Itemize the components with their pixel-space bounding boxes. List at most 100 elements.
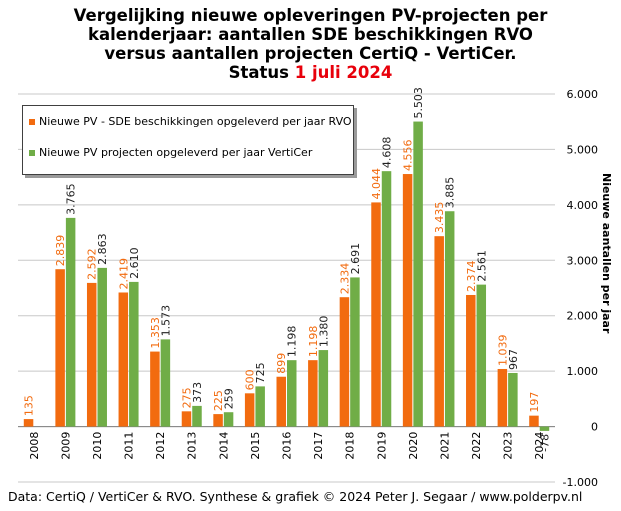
bar-rvo <box>466 294 476 427</box>
footer-credits: Data: CertiQ / VertiCer & RVO. Synthese … <box>8 489 583 504</box>
data-label-verticer: 2.561 <box>475 250 488 282</box>
data-label-rvo: 1.039 <box>496 334 509 366</box>
bar-rvo <box>339 297 350 427</box>
x-tick-label: 2011 <box>123 432 136 460</box>
bar-verticer <box>97 267 107 427</box>
bar-rvo <box>497 368 508 427</box>
data-label-verticer: 2.610 <box>128 247 141 279</box>
data-label-rvo: 1.198 <box>307 326 320 358</box>
bar-verticer <box>287 360 297 427</box>
bar-verticer <box>381 171 392 427</box>
data-label-verticer: 2.863 <box>96 233 109 265</box>
x-tick-label: 2022 <box>470 432 483 460</box>
x-tick-label: 2012 <box>154 432 167 460</box>
y-tick-label: 5.000 <box>567 143 599 156</box>
bar-verticer <box>129 281 139 427</box>
y-tick-label: 0 <box>591 421 598 434</box>
data-label-verticer: 1.573 <box>159 305 172 337</box>
y-tick-label: 2.000 <box>567 310 599 323</box>
data-label-verticer: 3.765 <box>65 183 78 215</box>
x-tick-label: 2014 <box>217 432 230 460</box>
data-label-rvo: 2.334 <box>338 263 351 295</box>
data-label-rvo: 2.419 <box>117 258 130 290</box>
bar-verticer <box>508 372 518 427</box>
data-label-verticer: 373 <box>191 382 204 403</box>
legend: Nieuwe PV - SDE beschikkingen opgeleverd… <box>22 105 354 175</box>
x-tick-label: 2010 <box>91 432 104 460</box>
x-tick-label: 2017 <box>312 432 325 460</box>
chart-title: Vergelijking nieuwe opleveringen PV-proj… <box>0 6 621 82</box>
data-label-rvo: 2.374 <box>465 260 478 292</box>
y-axis-title-wrap: Nieuwe aantallen per jaar <box>597 173 617 345</box>
bar-rvo <box>23 419 34 427</box>
bar-rvo <box>213 414 223 427</box>
x-tick-label: 2021 <box>438 432 451 460</box>
bar-verticer <box>192 405 202 427</box>
data-label-rvo: 600 <box>244 369 257 390</box>
x-tick-label: 2024 <box>533 432 546 460</box>
bar-rvo <box>86 282 97 427</box>
x-tick-label: 2015 <box>249 432 262 460</box>
data-label-rvo: 3.435 <box>433 202 446 234</box>
legend-swatch-verticer <box>29 150 35 156</box>
bar-rvo <box>244 393 255 427</box>
title-line-1: Vergelijking nieuwe opleveringen PV-proj… <box>73 6 548 25</box>
data-label-rvo: 275 <box>180 387 193 408</box>
x-tick-label: 2009 <box>59 432 72 460</box>
x-tick-label: 2018 <box>344 432 357 460</box>
bar-rvo <box>308 360 318 427</box>
bar-rvo <box>434 236 444 427</box>
y-tick-label: 6.000 <box>567 88 599 101</box>
legend-label-verticer: Nieuwe PV projecten opgeleverd per jaar … <box>39 146 313 159</box>
legend-label-rvo: Nieuwe PV - SDE beschikkingen opgeleverd… <box>39 115 352 128</box>
bar-verticer <box>444 211 455 427</box>
bar-rvo <box>276 376 286 427</box>
x-tick-label: 2013 <box>186 432 199 460</box>
title-line-4: Status 1 juli 2024 <box>0 63 621 82</box>
data-label-verticer: 725 <box>254 362 267 383</box>
title-line-2: kalenderjaar: aantallen SDE beschikkinge… <box>88 25 533 44</box>
data-label-verticer: 259 <box>223 388 236 409</box>
bar-verticer <box>65 217 76 427</box>
bar-verticer <box>350 277 360 427</box>
bar-rvo <box>371 202 381 427</box>
title-status-label: Status <box>228 63 295 82</box>
data-label-rvo: 899 <box>275 353 288 374</box>
bar-verticer <box>413 121 423 427</box>
bar-rvo <box>55 269 65 427</box>
y-tick-label: -1.000 <box>563 476 598 489</box>
bar-verticer <box>255 386 265 427</box>
y-tick-label: 4.000 <box>567 199 599 212</box>
title-line-3: versus aantallen projecten CertiQ - Vert… <box>104 44 517 63</box>
legend-swatch-rvo <box>29 119 35 125</box>
y-tick-label: 3.000 <box>567 254 599 267</box>
x-tick-label: 2023 <box>502 432 515 460</box>
legend-item-verticer: Nieuwe PV projecten opgeleverd per jaar … <box>29 146 312 159</box>
data-label-rvo: 4.556 <box>402 140 415 172</box>
data-label-verticer: 4.608 <box>381 137 394 169</box>
data-label-rvo: 135 <box>23 395 36 416</box>
data-label-verticer: 1.380 <box>317 316 330 348</box>
bar-rvo <box>118 292 129 427</box>
x-tick-label: 2008 <box>28 432 41 460</box>
data-label-rvo: 2.839 <box>54 235 67 267</box>
data-label-rvo: 197 <box>528 392 541 413</box>
y-tick-label: 1.000 <box>567 365 599 378</box>
data-label-verticer: 3.885 <box>444 177 457 209</box>
bar-verticer <box>539 426 550 431</box>
bar-verticer <box>160 339 171 427</box>
data-label-verticer: 1.198 <box>286 326 299 358</box>
data-label-rvo: 1.353 <box>149 317 162 349</box>
data-label-verticer: 5.503 <box>412 87 425 119</box>
data-label-rvo: 4.044 <box>370 168 383 200</box>
bar-verticer <box>223 412 234 427</box>
bar-rvo <box>181 411 192 427</box>
legend-item-rvo: Nieuwe PV - SDE beschikkingen opgeleverd… <box>29 115 352 128</box>
bar-rvo <box>529 415 539 427</box>
bar-verticer <box>318 350 329 427</box>
bar-rvo <box>150 351 160 427</box>
bar-verticer <box>476 284 487 427</box>
data-label-verticer: 967 <box>507 349 520 370</box>
y-axis-title: Nieuwe aantallen per jaar <box>600 173 613 334</box>
